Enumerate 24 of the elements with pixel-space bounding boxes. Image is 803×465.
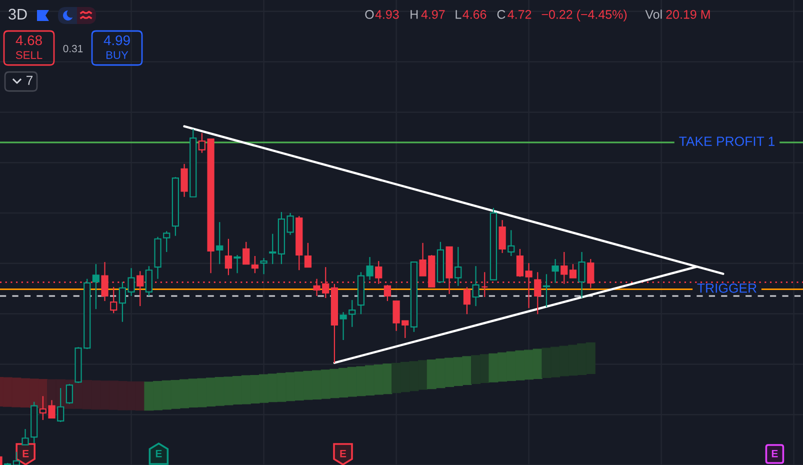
text: BUY	[106, 51, 128, 59]
annotation: E	[156, 450, 162, 458]
text: O	[365, 10, 374, 19]
text: C	[497, 10, 506, 19]
text: Vol	[645, 10, 662, 19]
text: L	[456, 10, 462, 19]
text: 4.99	[104, 35, 130, 46]
annotation: E	[772, 450, 778, 458]
text: 7	[26, 76, 33, 85]
text: 4.72	[508, 10, 532, 19]
text: 4.93	[375, 10, 399, 19]
text: 4.68	[16, 35, 42, 46]
text: 20.19 M	[666, 10, 710, 19]
text: 4.97	[421, 10, 445, 19]
text: SELL	[16, 51, 42, 59]
text: −0.22 (−4.45%)	[542, 10, 627, 22]
ref-line-label: TAKE PROFIT 1	[679, 136, 775, 146]
annotation: E	[22, 450, 29, 458]
ref-line-label: TRIGGER	[697, 283, 756, 293]
text: 0.31	[63, 44, 83, 52]
text: 4.66	[462, 10, 486, 19]
text: H	[410, 10, 418, 19]
annotation: E	[340, 450, 346, 458]
chart-title: 3D	[8, 8, 27, 20]
